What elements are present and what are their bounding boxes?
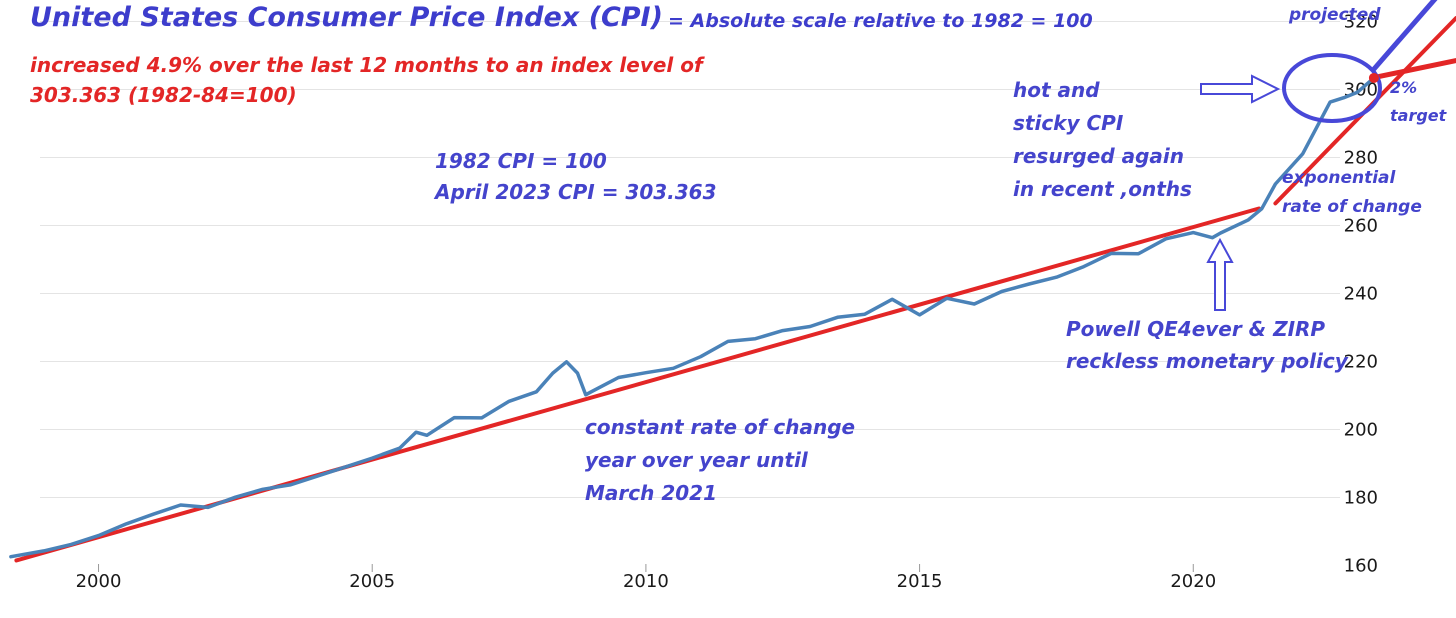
y-tick-label: 180 <box>1344 488 1378 509</box>
x-tick-label: 2005 <box>349 571 395 592</box>
x-axis-labels: 2000 2005 2010 2015 2020 <box>76 564 1216 592</box>
constant-line-2: year over year until <box>585 448 808 472</box>
red-note-line-1: increased 4.9% over the last 12 months t… <box>30 53 703 77</box>
constant-line-1: constant rate of change <box>585 415 856 439</box>
hot-sticky-line-3: resurged again <box>1013 144 1184 168</box>
y-tick-label: 240 <box>1344 284 1378 305</box>
projected-line <box>1371 0 1438 72</box>
chart-title: United States Consumer Price Index (CPI) <box>30 2 663 33</box>
powell-line-1: Powell QE4ever & ZIRP <box>1066 317 1326 341</box>
right-block-arrow <box>1200 74 1281 104</box>
target-label: target <box>1390 106 1447 125</box>
y-tick-label: 320 <box>1344 12 1378 33</box>
cpi-series <box>9 76 1376 559</box>
note-base-cpi: 1982 CPI = 100 <box>435 149 607 173</box>
y-tick-label: 160 <box>1344 556 1378 577</box>
x-tick-label: 2015 <box>897 571 943 592</box>
y-tick-label: 260 <box>1344 216 1378 237</box>
projected-label: projected <box>1289 5 1381 25</box>
x-tick-label: 2010 <box>623 571 669 592</box>
constant-line-3: March 2021 <box>585 481 717 505</box>
powell-line-2: reckless monetary policy <box>1066 349 1348 373</box>
exponential-line-2: rate of change <box>1282 197 1422 217</box>
up-block-arrow <box>1206 237 1234 311</box>
hot-sticky-line-2: sticky CPI <box>1013 111 1124 135</box>
two-percent-label: 2% <box>1390 78 1418 97</box>
hot-sticky-line-1: hot and <box>1013 78 1100 102</box>
latest-point-marker <box>1368 72 1379 83</box>
cpi-series-line <box>9 76 1376 559</box>
y-tick-label: 200 <box>1344 420 1378 441</box>
y-tick-label: 220 <box>1344 352 1378 373</box>
hot-sticky-line-4: in recent ,onths <box>1013 177 1192 201</box>
target-trend-line <box>1371 58 1456 81</box>
y-tick-label: 280 <box>1344 148 1378 169</box>
x-tick-label: 2000 <box>76 571 122 592</box>
chart-subtitle: = Absolute scale relative to 1982 = 100 <box>668 10 1093 32</box>
note-april-cpi: April 2023 CPI = 303.363 <box>435 180 717 204</box>
highlight-circle <box>1282 53 1382 123</box>
markup-overlays <box>1200 0 1456 311</box>
exponential-line-1: exponential <box>1282 168 1396 188</box>
x-tick-label: 2020 <box>1170 571 1216 592</box>
red-note-line-2: 303.363 (1982-84=100) <box>30 83 297 107</box>
